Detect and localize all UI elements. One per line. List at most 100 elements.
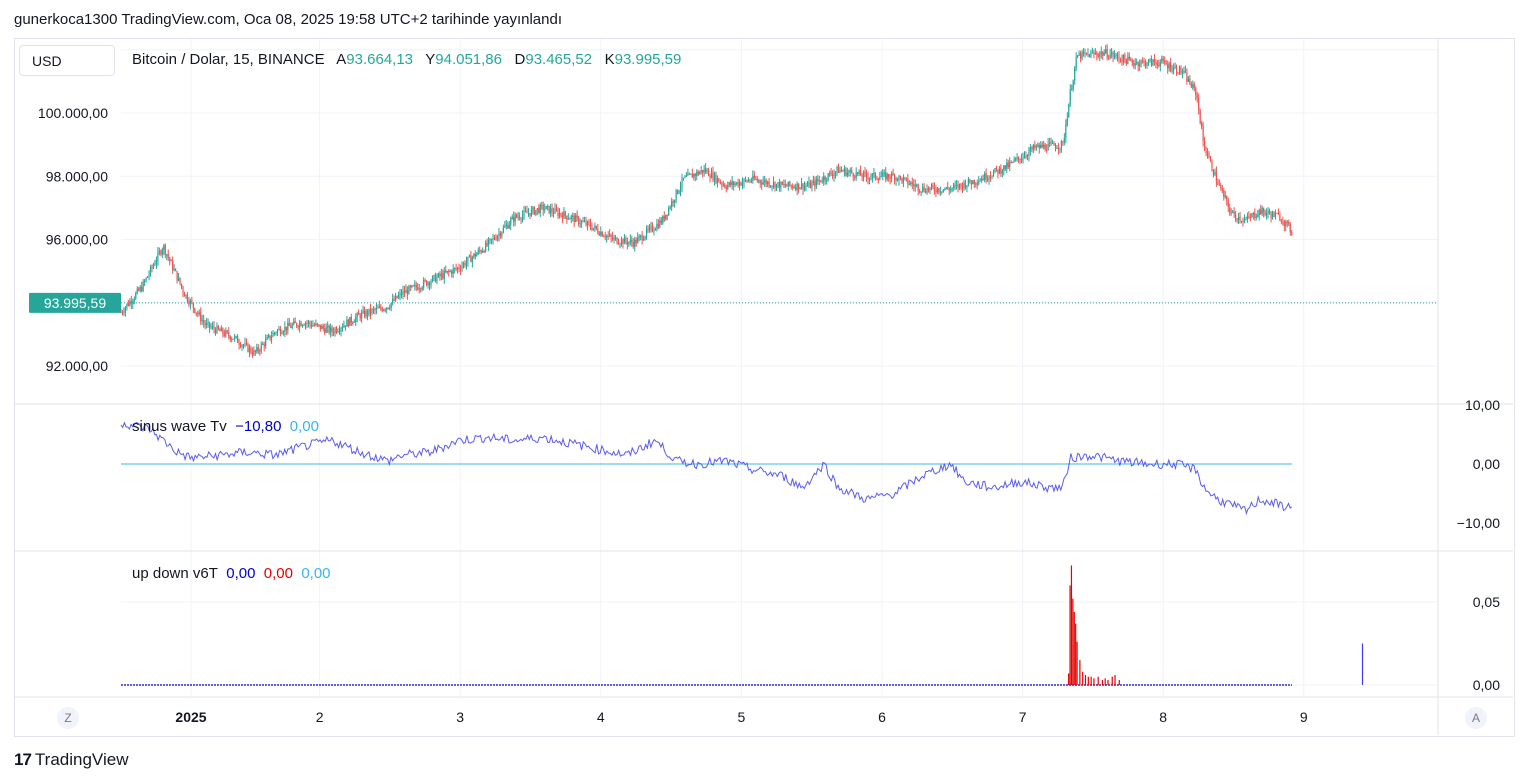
currency-button[interactable]: USD [19, 45, 115, 76]
candle-body [250, 347, 252, 353]
candle-body [780, 182, 782, 189]
candle-body [786, 185, 788, 187]
candle-body [867, 176, 869, 180]
sinus-zero-value: 0,00 [289, 418, 319, 435]
candle-body [603, 236, 605, 238]
candle-body [1170, 63, 1172, 71]
candle-body [253, 350, 255, 355]
candle-body [601, 231, 603, 237]
candle-body [560, 213, 562, 216]
candle-body [124, 307, 127, 313]
candle-body [1270, 213, 1272, 219]
candle-body [183, 292, 186, 297]
candle-body [1175, 66, 1178, 73]
candle-body [1257, 215, 1259, 217]
sinus-wave-line [120, 421, 1293, 516]
candle-body [126, 303, 128, 308]
candle-body [1218, 184, 1220, 186]
candle-body [405, 289, 407, 294]
candle-body [293, 321, 295, 325]
tradingview-logo[interactable]: 17 TradingView [14, 750, 128, 770]
candle-body [1023, 155, 1026, 159]
candle-body [1010, 161, 1012, 163]
candle-body [753, 175, 755, 179]
candle-body [1226, 195, 1228, 201]
candle-body [142, 281, 144, 291]
timezone-button[interactable]: Z [57, 707, 79, 729]
candle-body [1267, 210, 1269, 213]
candle-body [256, 347, 258, 352]
candle-body [510, 219, 512, 225]
candle-body [231, 338, 233, 340]
candle-body [1012, 161, 1014, 163]
candle-body [964, 182, 967, 188]
candle-body [400, 292, 403, 296]
candle-body [827, 173, 829, 181]
candle-body [1263, 207, 1265, 213]
auto-scale-button[interactable]: A [1465, 707, 1487, 729]
price-axis-label: 100.000,00 [38, 105, 108, 121]
candle-body [301, 325, 304, 327]
candle-body [459, 269, 462, 271]
candle-body [1227, 200, 1229, 208]
candle-body [1230, 212, 1232, 214]
candle-body [1141, 60, 1144, 62]
candle-body [268, 335, 270, 338]
candle-body [955, 184, 958, 186]
candle-body [265, 339, 267, 347]
candle-body [693, 174, 695, 178]
candle-body [175, 269, 177, 272]
candle-body [335, 328, 338, 332]
candle-body [1130, 59, 1132, 61]
candle-body [666, 214, 668, 216]
symbol-name[interactable]: Bitcoin / Dolar, 15, BINANCE [132, 51, 325, 68]
candle-body [160, 251, 162, 255]
candle-body [771, 185, 773, 187]
candle-body [538, 208, 540, 213]
candle-body [372, 309, 375, 311]
candle-body [684, 176, 686, 178]
candle-body [449, 271, 451, 273]
candle-body [634, 239, 636, 247]
candle-body [502, 227, 504, 233]
candle-body [672, 201, 674, 203]
candle-body [1156, 62, 1158, 66]
candle-body [383, 309, 385, 311]
candle-body [431, 276, 434, 282]
sinus-indicator-name[interactable]: sinus wave Tv [132, 418, 227, 435]
candle-body [1206, 153, 1209, 157]
candle-body [154, 264, 156, 266]
candle-body [216, 326, 218, 334]
candle-body [638, 236, 640, 238]
candle-body [815, 179, 817, 187]
candle-body [235, 336, 237, 338]
candle-body [662, 216, 664, 224]
candle-body [1167, 64, 1169, 69]
candle-body [309, 321, 311, 325]
candle-body [817, 179, 819, 182]
last-price-badge-text: 93.995,59 [44, 295, 106, 311]
candle-body [1159, 62, 1161, 67]
candle-body [132, 301, 134, 304]
candle-body [647, 228, 649, 230]
candle-body [446, 270, 448, 273]
candle-body [529, 213, 531, 216]
candle-body [1220, 184, 1222, 189]
candle-body [1153, 59, 1156, 63]
updown-indicator-name[interactable]: up down v6T [132, 565, 218, 582]
candle-body [310, 324, 313, 327]
candle-body [328, 325, 330, 333]
candle-body [854, 176, 856, 178]
candle-body [631, 239, 633, 243]
candle-body [467, 256, 469, 262]
candle-body [1041, 144, 1043, 148]
candle-body [144, 281, 146, 283]
candle-body [663, 216, 665, 220]
candle-body [511, 216, 513, 220]
candle-body [1276, 213, 1278, 215]
candle-body [637, 237, 639, 244]
candle-body [120, 312, 122, 314]
candle-body [149, 266, 152, 275]
candle-body [499, 233, 502, 236]
